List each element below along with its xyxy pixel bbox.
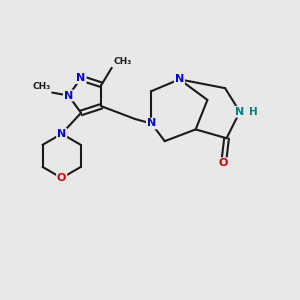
Text: N: N: [235, 107, 244, 117]
Text: N: N: [57, 129, 66, 139]
Text: H: H: [249, 107, 257, 117]
Text: O: O: [219, 158, 228, 168]
Text: O: O: [57, 173, 66, 183]
Text: N: N: [147, 118, 156, 128]
Text: N: N: [64, 91, 73, 100]
Text: CH₃: CH₃: [113, 57, 131, 66]
Text: N: N: [175, 74, 184, 84]
Text: N: N: [76, 73, 86, 83]
Text: CH₃: CH₃: [32, 82, 51, 91]
